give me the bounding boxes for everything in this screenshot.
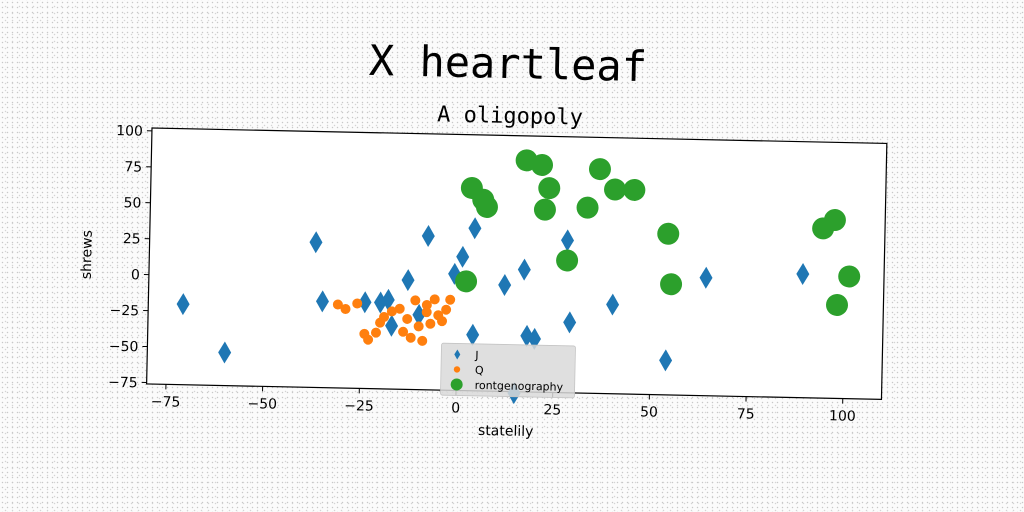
point-q-21 xyxy=(445,294,456,305)
point-j-21 xyxy=(606,293,620,316)
y-tick-label-neg50: −50 xyxy=(109,339,139,356)
point-rontgenography-13 xyxy=(657,222,680,245)
chart-subtitle: A oligopoly xyxy=(437,102,583,130)
point-rontgenography-3 xyxy=(455,270,478,293)
point-j-24 xyxy=(796,263,810,286)
point-rontgenography-14 xyxy=(660,273,683,296)
point-q-1 xyxy=(340,304,351,315)
point-q-4 xyxy=(363,334,374,345)
point-j-0 xyxy=(176,293,190,316)
legend-label-rontgenography: rontgenography xyxy=(475,379,564,394)
point-q-17 xyxy=(429,294,440,305)
point-q-14 xyxy=(417,335,428,346)
point-rontgenography-7 xyxy=(533,198,556,221)
x-tick-label-neg25: −25 xyxy=(344,398,374,415)
y-tick-label-100: 100 xyxy=(116,123,143,140)
point-j-18 xyxy=(527,327,541,350)
point-q-19 xyxy=(437,316,448,327)
point-j-9 xyxy=(412,303,426,326)
point-q-11 xyxy=(405,332,416,343)
chart-title: X heartleaf xyxy=(368,36,647,91)
y-tick-label-neg75: −75 xyxy=(108,375,138,392)
point-j-23 xyxy=(699,266,713,289)
point-rontgenography-9 xyxy=(576,196,599,219)
legend-box xyxy=(440,342,576,399)
point-q-15 xyxy=(421,299,432,310)
legend-label-j: J xyxy=(474,349,479,362)
x-tick-label-100: 100 xyxy=(829,408,856,425)
y-axis-label: shrews xyxy=(79,230,96,279)
y-tick-label-25: 25 xyxy=(123,231,141,247)
point-q-13 xyxy=(413,321,424,332)
point-j-6 xyxy=(381,288,395,311)
point-j-10 xyxy=(421,224,435,247)
point-q-16 xyxy=(425,318,436,329)
point-rontgenography-17 xyxy=(826,293,849,316)
point-rontgenography-5 xyxy=(531,153,554,176)
point-j-22 xyxy=(659,349,673,372)
x-tick-label-0: 0 xyxy=(451,400,460,416)
legend-entry-q: Q xyxy=(453,364,484,377)
point-j-20 xyxy=(563,311,577,334)
point-rontgenography-12 xyxy=(623,178,646,201)
x-tick-label-50: 50 xyxy=(640,404,658,420)
point-j-2 xyxy=(309,231,323,254)
legend: J Q rontgenography xyxy=(440,342,576,399)
point-j-15 xyxy=(498,274,512,297)
point-q-9 xyxy=(394,303,405,314)
point-q-5 xyxy=(370,327,381,338)
x-tick-label-25: 25 xyxy=(543,402,561,418)
point-j-7 xyxy=(385,314,399,337)
point-j-3 xyxy=(315,290,329,313)
point-rontgenography-18 xyxy=(838,265,861,288)
point-rontgenography-11 xyxy=(604,178,627,201)
point-q-23 xyxy=(421,307,432,318)
point-q-2 xyxy=(352,298,363,309)
point-q-8 xyxy=(386,306,397,317)
point-j-19 xyxy=(561,229,575,252)
y-axis: −75 −50 −25 0 25 50 75 100 xyxy=(108,123,152,391)
point-j-1 xyxy=(218,341,232,364)
point-rontgenography-6 xyxy=(538,177,561,200)
x-tick-label-neg75: −75 xyxy=(151,394,181,411)
y-tick-label-50: 50 xyxy=(123,195,141,211)
point-rontgenography-8 xyxy=(556,249,579,272)
point-rontgenography-16 xyxy=(823,209,846,232)
point-j-12 xyxy=(456,245,470,268)
y-tick-label-neg25: −25 xyxy=(109,303,139,320)
point-rontgenography-10 xyxy=(588,158,611,181)
point-q-10 xyxy=(398,326,409,337)
point-j-16 xyxy=(517,258,531,281)
legend-marker-j xyxy=(454,349,461,360)
y-tick-label-75: 75 xyxy=(124,159,142,175)
data-marks xyxy=(176,149,861,405)
x-tick-label-neg50: −50 xyxy=(247,396,277,413)
point-q-7 xyxy=(379,312,390,323)
point-q-20 xyxy=(441,304,452,315)
point-j-14 xyxy=(468,217,482,240)
x-axis-label: statelily xyxy=(478,423,534,440)
point-j-13 xyxy=(466,323,480,346)
point-rontgenography-2 xyxy=(475,195,498,218)
x-tick-label-75: 75 xyxy=(737,406,755,422)
point-j-11 xyxy=(448,262,462,285)
y-tick-label-0: 0 xyxy=(131,267,140,283)
legend-marker-q xyxy=(453,366,461,373)
point-q-12 xyxy=(410,295,421,306)
point-q-0 xyxy=(332,299,343,310)
point-q-22 xyxy=(402,313,413,324)
point-j-8 xyxy=(401,269,415,292)
x-axis: −75 −50 −25 0 25 50 75 100 xyxy=(151,384,856,425)
legend-marker-rontgenography xyxy=(450,378,463,391)
point-j-4 xyxy=(358,291,372,314)
legend-label-q: Q xyxy=(475,364,484,377)
legend-entry-j: J xyxy=(454,349,479,362)
point-j-17 xyxy=(520,324,534,347)
legend-entry-rontgenography: rontgenography xyxy=(450,378,564,394)
